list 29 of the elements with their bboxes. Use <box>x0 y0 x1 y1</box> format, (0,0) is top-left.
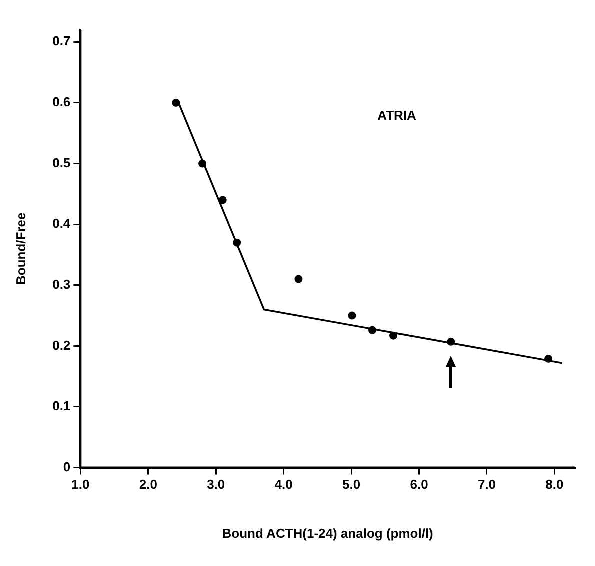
y-tick-label: 0.1 <box>52 398 71 414</box>
x-tick-label: 3.0 <box>207 477 226 492</box>
y-tick-label: 0.2 <box>52 338 71 353</box>
point <box>447 338 456 346</box>
y-tick-label: 0 <box>63 459 71 474</box>
x-tick-label: 5.0 <box>342 477 361 492</box>
y-tick-label: 0.3 <box>52 276 71 292</box>
y-tick-label: 0.7 <box>52 34 71 49</box>
y-tick-label: 0.5 <box>52 155 71 170</box>
y-tick-label: 0.4 <box>52 216 72 232</box>
x-tick-label: 4.0 <box>274 477 293 492</box>
point <box>198 160 207 168</box>
point <box>218 196 227 204</box>
point <box>390 332 398 340</box>
point <box>172 98 180 107</box>
x-tick-label: 1.0 <box>72 477 90 492</box>
annotation: ATRIA <box>378 108 418 123</box>
y-axis-title: Bound/Free <box>13 212 28 286</box>
x-tick-label: 8.0 <box>546 477 564 492</box>
point <box>544 354 553 363</box>
point <box>233 238 242 247</box>
x-axis-title: Bound ACTH(1-24) analog (pmol/l) <box>222 526 434 541</box>
x-tick-label: 2.0 <box>139 477 158 492</box>
point <box>348 312 356 320</box>
point <box>294 275 303 284</box>
x-tick-label: 7.0 <box>478 477 496 492</box>
point <box>368 326 377 334</box>
x-tick-label: 6.0 <box>410 477 428 492</box>
y-tick-label: 0.6 <box>52 94 71 110</box>
